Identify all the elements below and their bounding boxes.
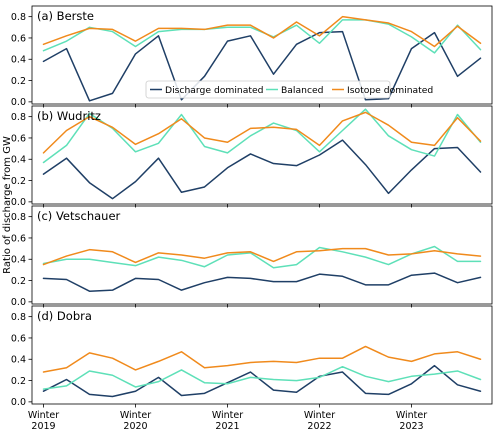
series-line-discharge-dominated — [42, 30, 482, 102]
x-tick-label-line: 2019 — [31, 421, 55, 431]
panel-title: (a) Berste — [37, 9, 94, 23]
x-tick-label-line: 2021 — [215, 421, 239, 431]
x-tick-label-line: Winter — [212, 410, 243, 421]
series-line-balanced — [42, 245, 482, 269]
series-line-discharge-dominated — [42, 272, 482, 292]
panel-frame — [31, 305, 493, 405]
panel-title: (b) Wudritz — [37, 109, 101, 123]
series-line-isotope-dominated — [42, 345, 482, 373]
y-tick-label: 0.0 — [11, 197, 26, 208]
y-tick-label: 0.8 — [11, 112, 26, 123]
y-tick-label: 0.8 — [11, 212, 26, 223]
legend: Discharge dominated Balanced Isotope domin… — [145, 80, 433, 99]
y-tick-label: 0.4 — [11, 355, 26, 366]
x-tick-label-line: 2020 — [123, 421, 147, 431]
series-line-isotope-dominated — [42, 111, 482, 154]
x-tick-label: Winter 2019 — [28, 410, 59, 431]
y-tick-label: 0.2 — [11, 276, 26, 287]
x-tick-label-line: Winter — [120, 410, 151, 421]
y-tick-label: 0.4 — [11, 155, 26, 166]
y-tick-label: 0.0 — [11, 297, 26, 308]
y-tick-label: 0.6 — [11, 333, 26, 344]
series-line-isotope-dominated — [42, 247, 482, 266]
y-tick-label: 0.2 — [11, 376, 26, 387]
series-line-balanced — [42, 19, 482, 54]
x-tick-label-line: Winter — [28, 410, 59, 421]
x-tick-label: Winter 2022 — [304, 410, 335, 431]
x-tick-label: Winter 2023 — [396, 410, 427, 431]
series-line-isotope-dominated — [42, 15, 482, 48]
panel-frame — [31, 105, 493, 205]
x-tick-label-line: 2023 — [399, 421, 423, 431]
legend-label-isotope-dominated: Isotope dominated — [347, 85, 433, 96]
legend-label-balanced: Balanced — [281, 85, 323, 96]
y-tick-label: 0.0 — [11, 97, 26, 108]
panel-title: (c) Vetschauer — [37, 209, 121, 223]
y-tick-label: 0.2 — [11, 176, 26, 187]
panel-frame — [31, 205, 493, 305]
series-line-balanced — [42, 108, 482, 164]
y-axis-label: Ratio of discharge from GW — [2, 136, 13, 274]
legend-label-discharge-dominated: Discharge dominated — [165, 85, 263, 96]
y-tick-label: 0.2 — [11, 76, 26, 87]
text-layer: 0.0 0.2 0.4 0.6 0.8 (a) Berste 0.0 0.2 0.4 0.6 0.8… — [2, 9, 427, 431]
axes-layer — [28, 5, 493, 408]
x-tick-label: Winter 2021 — [212, 410, 243, 431]
series-line-discharge-dominated — [42, 139, 482, 200]
y-tick-label: 0.6 — [11, 33, 26, 44]
y-tick-label: 0.0 — [11, 397, 26, 408]
y-tick-label: 0.6 — [11, 133, 26, 144]
y-tick-label: 0.6 — [11, 233, 26, 244]
y-tick-label: 0.8 — [11, 312, 26, 323]
panel-title: (d) Dobra — [37, 309, 92, 323]
x-tick-label-line: Winter — [304, 410, 335, 421]
y-tick-label: 0.8 — [11, 12, 26, 23]
series-line-discharge-dominated — [42, 364, 482, 398]
panel-frame — [31, 5, 493, 105]
y-tick-label: 0.4 — [11, 55, 26, 66]
x-tick-label: Winter 2020 — [120, 410, 151, 431]
series-line-balanced — [42, 365, 482, 390]
series-layer — [42, 15, 482, 398]
x-tick-label-line: 2022 — [307, 421, 331, 431]
y-tick-label: 0.4 — [11, 255, 26, 266]
x-tick-label-line: Winter — [396, 410, 427, 421]
